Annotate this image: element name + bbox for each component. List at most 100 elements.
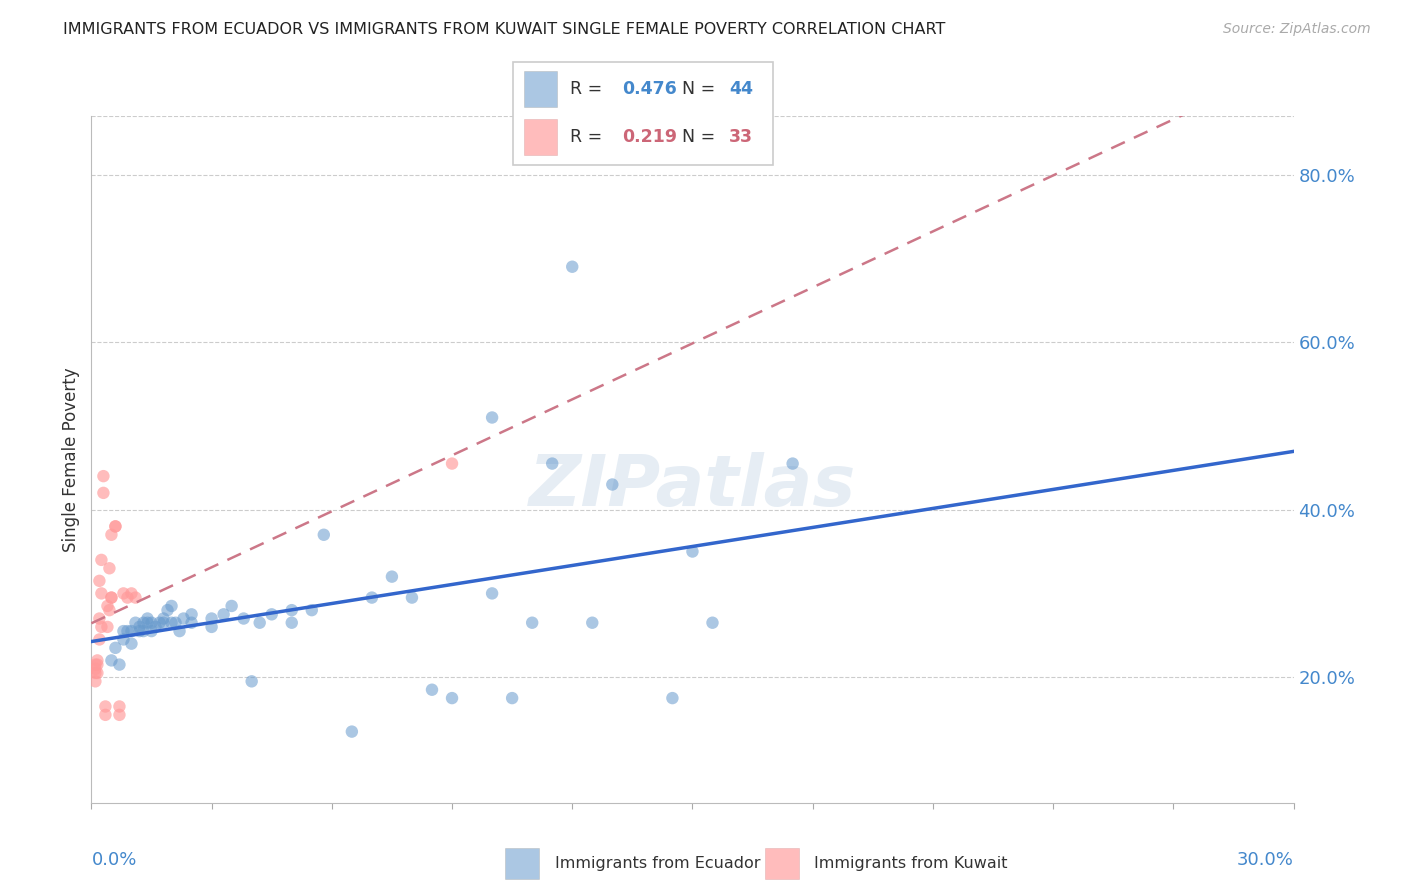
Bar (523, 119, 557, 155)
Point (401, 591, 423, 605)
Point (89, 574, 111, 588)
Point (136, 611, 159, 625)
Point (212, 607, 235, 622)
Point (86, 657, 108, 672)
Point (440, 457, 463, 471)
Point (481, 586, 503, 600)
Point (89, 611, 111, 625)
Point (602, 477, 624, 491)
Point (141, 615, 163, 630)
Point (160, 615, 183, 630)
Point (160, 599, 183, 613)
Point (100, 591, 122, 605)
Point (180, 615, 202, 630)
Point (128, 624, 150, 639)
Bar (523, 70, 557, 106)
Bar (505, 848, 538, 879)
Point (501, 691, 523, 706)
Point (281, 615, 304, 630)
Point (93, 486, 115, 500)
Point (121, 586, 143, 600)
Point (112, 624, 135, 639)
Point (84, 665, 107, 680)
Point (661, 691, 683, 706)
Point (124, 615, 146, 630)
Point (117, 624, 139, 639)
Point (104, 519, 127, 533)
Point (141, 624, 163, 639)
Point (121, 637, 143, 651)
Point (108, 657, 131, 672)
Point (381, 569, 404, 583)
Point (94, 707, 117, 722)
Point (108, 707, 131, 722)
Text: 0.219: 0.219 (623, 128, 678, 145)
Text: IMMIGRANTS FROM ECUADOR VS IMMIGRANTS FROM KUWAIT SINGLE FEMALE POVERTY CORRELAT: IMMIGRANTS FROM ECUADOR VS IMMIGRANTS FR… (63, 22, 946, 37)
Point (173, 611, 195, 625)
Point (86, 653, 108, 667)
Point (281, 603, 304, 617)
Point (98, 603, 121, 617)
Text: Immigrants from Ecuador: Immigrants from Ecuador (554, 855, 761, 871)
Text: R =: R = (571, 128, 609, 145)
Text: N =: N = (682, 79, 721, 97)
Point (121, 624, 143, 639)
Point (681, 544, 703, 558)
Point (86, 665, 108, 680)
Text: R =: R = (571, 79, 609, 97)
Point (145, 620, 167, 634)
Point (165, 615, 187, 630)
Point (128, 620, 150, 634)
Point (221, 599, 243, 613)
Point (90, 620, 112, 634)
Point (440, 691, 463, 706)
Text: 0.476: 0.476 (623, 79, 678, 97)
FancyBboxPatch shape (513, 62, 773, 165)
Point (89, 632, 111, 647)
Text: N =: N = (682, 128, 721, 145)
Point (90, 553, 112, 567)
Point (340, 724, 363, 739)
Point (201, 620, 224, 634)
Point (201, 611, 224, 625)
Point (561, 260, 583, 274)
Text: Source: ZipAtlas.com: Source: ZipAtlas.com (1223, 22, 1371, 37)
Point (360, 591, 382, 605)
Point (481, 410, 503, 425)
Point (702, 615, 724, 630)
Bar (765, 848, 799, 879)
Point (152, 615, 174, 630)
Point (108, 699, 131, 714)
Point (100, 591, 122, 605)
Point (124, 591, 146, 605)
Point (100, 528, 122, 542)
Point (312, 528, 335, 542)
Point (112, 586, 135, 600)
Point (117, 591, 139, 605)
Point (260, 607, 283, 622)
Text: 0.0%: 0.0% (91, 851, 136, 869)
Point (522, 615, 544, 630)
Point (581, 615, 603, 630)
Point (169, 624, 191, 639)
Point (782, 457, 804, 471)
Point (104, 519, 127, 533)
Point (98, 561, 121, 575)
Point (249, 615, 271, 630)
Point (112, 632, 135, 647)
Y-axis label: Single Female Poverty: Single Female Poverty (62, 368, 80, 551)
Point (84, 674, 107, 689)
Point (240, 674, 263, 689)
Point (84, 662, 107, 676)
Point (232, 611, 254, 625)
Point (180, 607, 202, 622)
Point (100, 653, 122, 667)
Point (136, 615, 159, 630)
Point (104, 640, 127, 655)
Point (420, 682, 443, 697)
Point (132, 615, 155, 630)
Point (152, 611, 174, 625)
Point (90, 586, 112, 600)
Point (96, 620, 118, 634)
Point (148, 615, 170, 630)
